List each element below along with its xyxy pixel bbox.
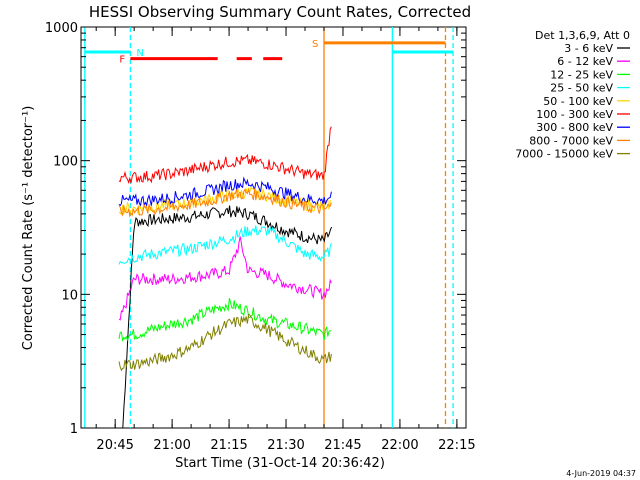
legend-item-label: 7000 - 15000 keV [515, 148, 613, 161]
series-line [118, 176, 332, 208]
x-tick-label: 21:45 [324, 438, 361, 453]
x-axis: 20:45 21:00 21:15 21:30 21:45 22:00 22:15 [95, 27, 476, 453]
plot-area: NF S [80, 26, 467, 429]
marker-label: F [119, 55, 125, 66]
series-lines [118, 126, 333, 429]
marker-label: N [136, 48, 143, 59]
series-line [118, 225, 332, 265]
marker-labels: NF S [119, 39, 318, 66]
vertical-lines [84, 27, 454, 428]
legend-item-label: 12 - 25 keV [550, 68, 613, 81]
y-axis-label: Corrected Count Rate (s⁻¹ detector⁻¹) [21, 106, 36, 351]
x-tick-label: 20:45 [96, 438, 133, 453]
series-line [118, 313, 332, 372]
y-axis: 1 10 100 1000 [45, 21, 466, 437]
x-axis-label: Start Time (31-Oct-14 20:36:42) [175, 456, 385, 471]
series-line [122, 205, 333, 429]
marker-label: S [312, 39, 318, 50]
x-tick-label: 21:15 [210, 438, 247, 453]
status-bars [84, 41, 454, 61]
x-tick-label: 22:00 [381, 438, 418, 453]
series-line [118, 126, 332, 185]
x-tick-label: 21:00 [153, 438, 190, 453]
legend-item-label: 100 - 300 keV [536, 108, 613, 121]
legend-item-label: 300 - 800 keV [536, 121, 613, 134]
y-tick-label: 10 [61, 288, 78, 303]
series-line [118, 236, 332, 321]
y-tick-label: 100 [53, 155, 78, 170]
y-tick-label: 1 [70, 422, 78, 437]
legend-item-label: 50 - 100 keV [543, 95, 613, 108]
x-tick-label: 21:30 [267, 438, 304, 453]
legend-item-label: 25 - 50 keV [550, 82, 613, 95]
y-tick-label: 1000 [45, 21, 78, 36]
chart-title: HESSI Observing Summary Count Rates, Cor… [89, 3, 471, 21]
plot-frame [80, 26, 467, 429]
x-tick-label: 22:15 [438, 438, 475, 453]
legend-item-label: 800 - 7000 keV [529, 134, 613, 147]
series-line [118, 297, 332, 343]
legend-item-label: 6 - 12 keV [557, 55, 613, 68]
legend-title: Det 1,3,6,9, Att 0 [535, 29, 630, 42]
footer-date: 4-Jun-2019 04:37 [566, 469, 636, 478]
series-line [118, 188, 332, 218]
legend-item-label: 3 - 6 keV [564, 42, 613, 55]
